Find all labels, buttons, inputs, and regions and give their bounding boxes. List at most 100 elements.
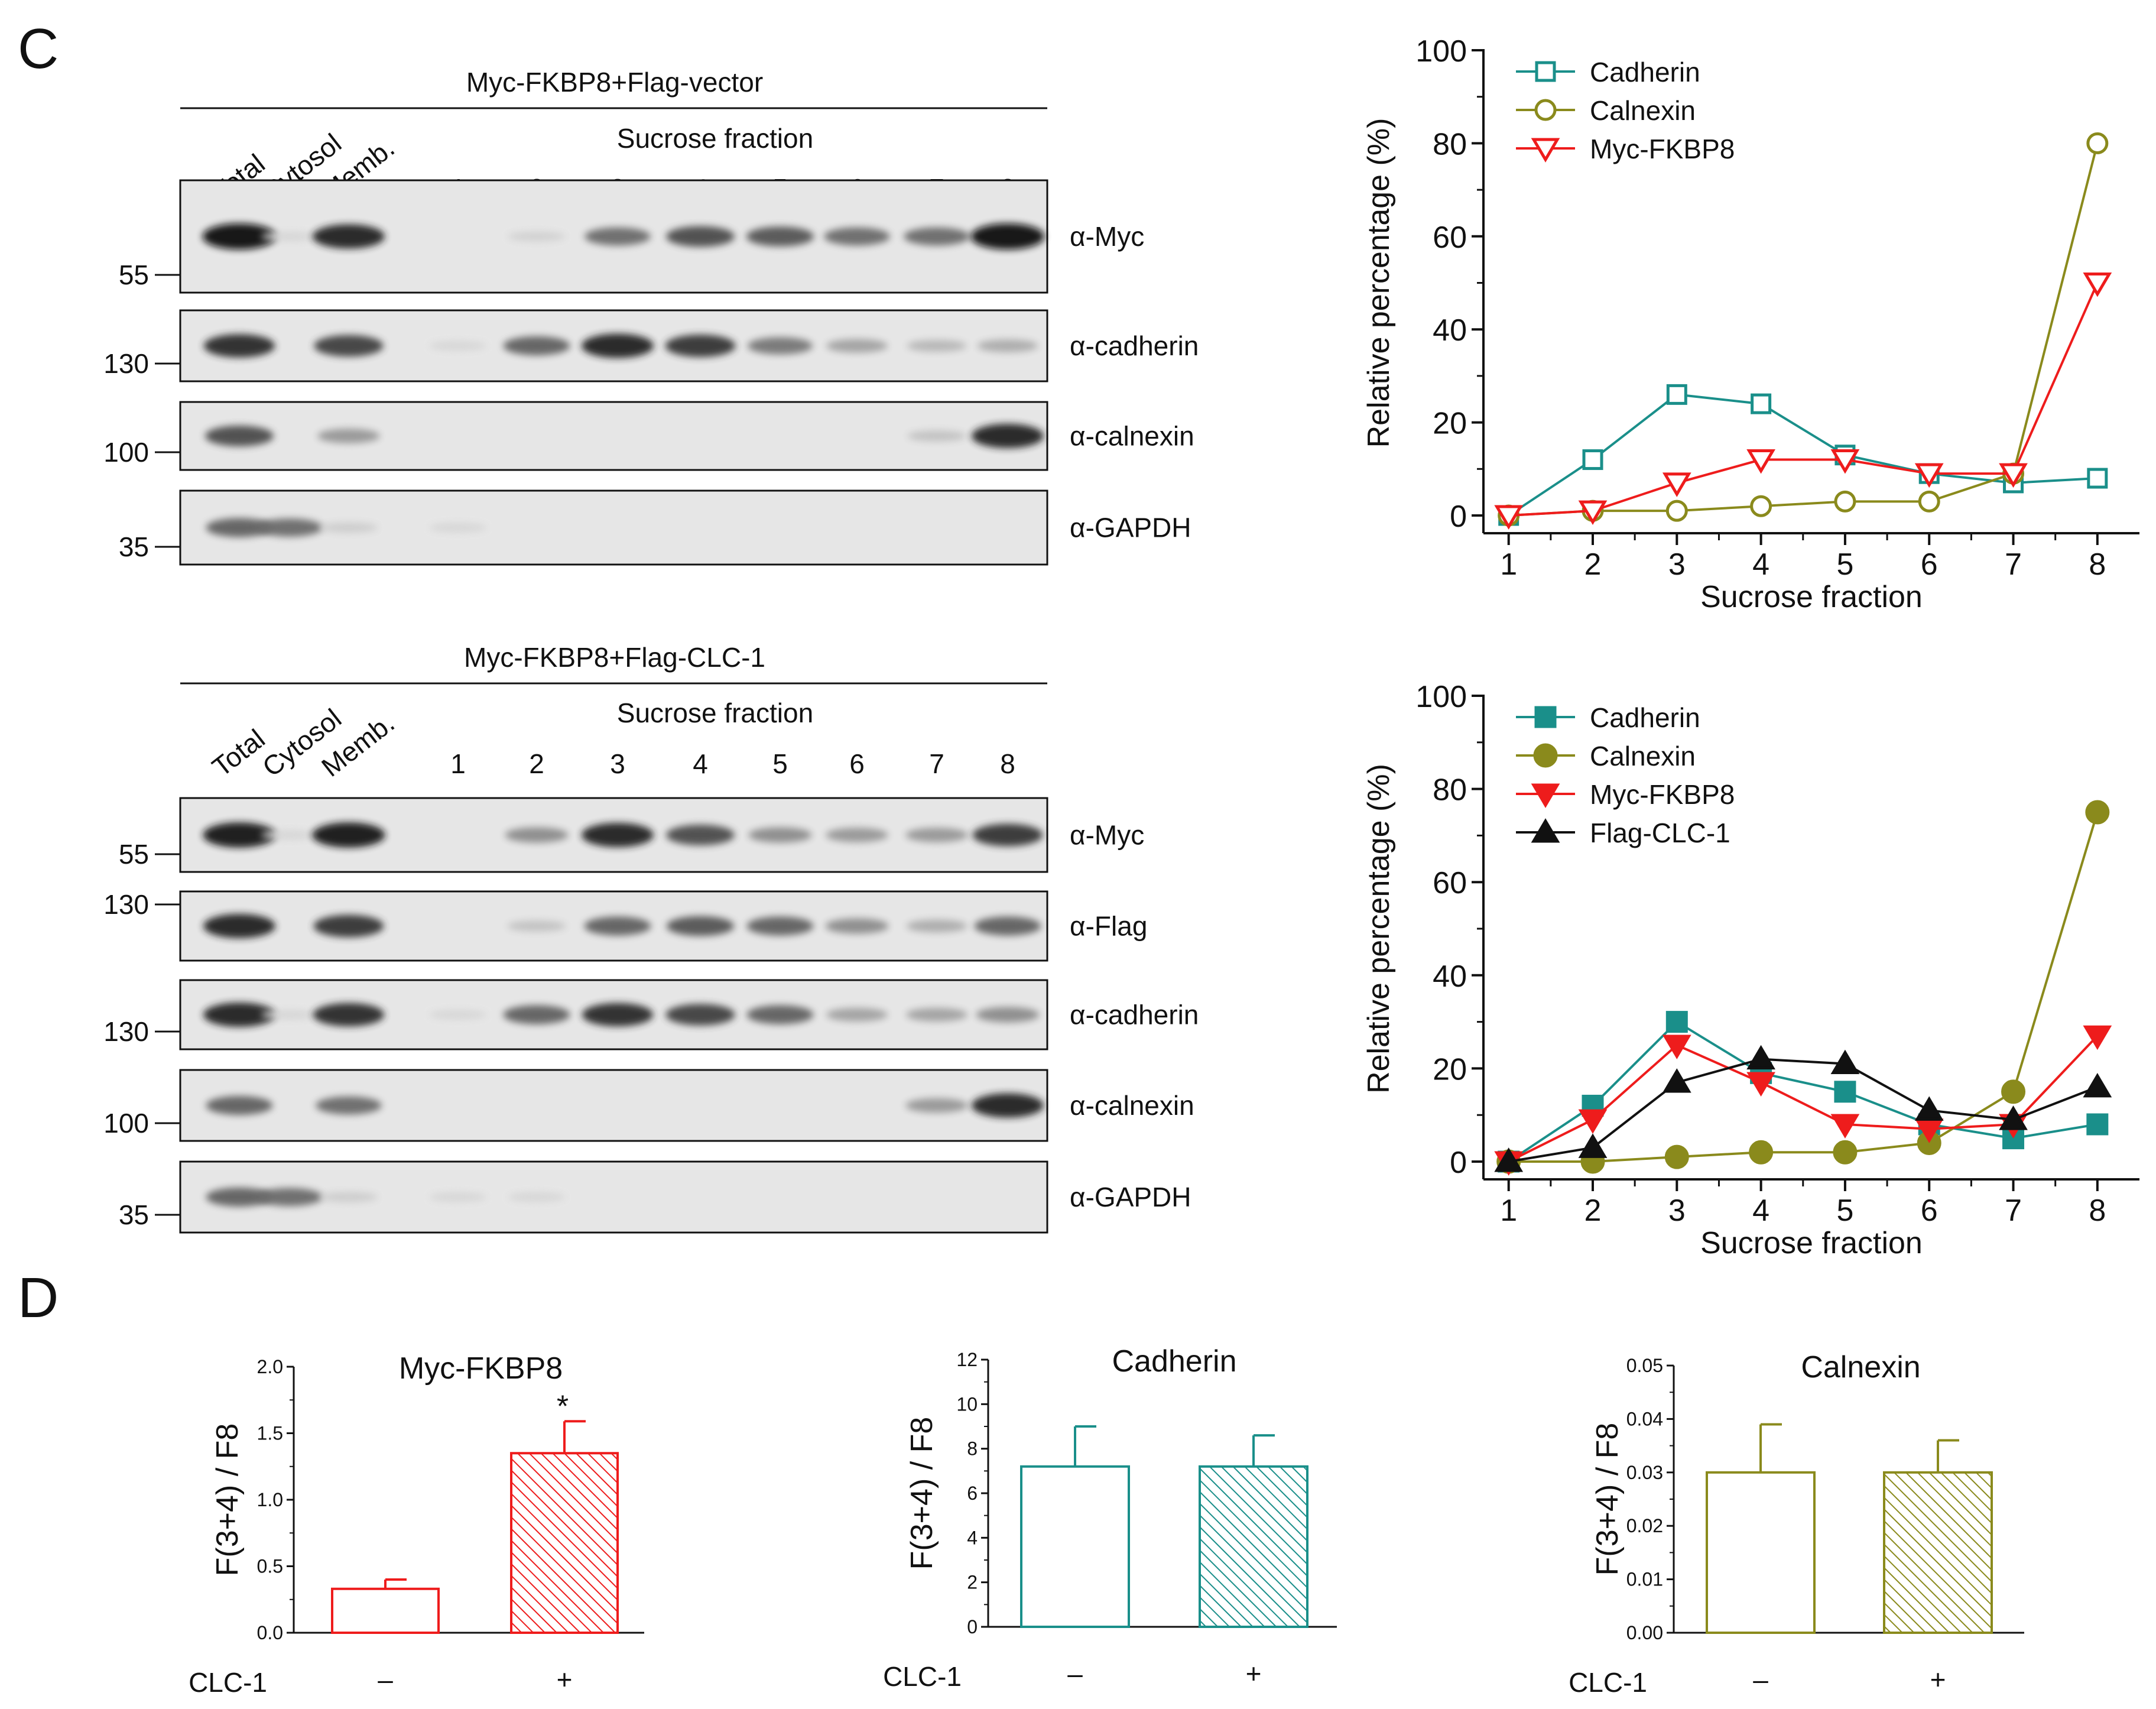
- blot-band: [826, 828, 888, 842]
- blot-band: [582, 1003, 654, 1027]
- blot-band: [582, 823, 654, 847]
- lane-label: 4: [693, 748, 708, 779]
- blot-band: [316, 1096, 382, 1115]
- blot-band: [906, 919, 967, 933]
- y-tick-label: 0.02: [1626, 1515, 1663, 1536]
- y-axis-title: Relative percentage (%): [1362, 764, 1396, 1094]
- blot-band: [205, 426, 274, 446]
- blot-band: [907, 340, 967, 352]
- lane-label: 3: [610, 748, 625, 779]
- y-axis-title: F(3+4) / F8: [905, 1417, 939, 1570]
- series-line: [1508, 282, 2099, 517]
- y-tick-label: 4: [967, 1527, 978, 1548]
- data-point: [1751, 393, 1772, 414]
- data-point: [1834, 1081, 1856, 1103]
- legend-label: Myc-FKBP8: [1590, 134, 1735, 164]
- data-point: [2086, 132, 2109, 154]
- blot-band: [584, 916, 651, 936]
- blot-band: [974, 916, 1041, 936]
- blot-band: [206, 1188, 273, 1207]
- y-tick-label: 10: [956, 1393, 978, 1415]
- y-tick-label: 100: [1415, 34, 1467, 69]
- x-tick-label: 8: [2089, 1194, 2106, 1228]
- blot-band: [582, 333, 654, 358]
- data-point: [2001, 1079, 2026, 1104]
- legend-marker: [1533, 743, 1558, 768]
- y-tick-label: 2.0: [257, 1356, 283, 1377]
- blot-band: [746, 916, 814, 936]
- mw-marker-label: 55: [119, 260, 149, 290]
- mw-marker-label: 55: [119, 839, 149, 870]
- panel-letter-c: C: [18, 17, 59, 80]
- data-point: [1830, 1049, 1860, 1075]
- blot-strip: α-GAPDH 35: [119, 1160, 1191, 1234]
- blot-strip: α-Flag 130: [103, 889, 1147, 962]
- blot-band: [313, 915, 384, 938]
- lane-label: 2: [529, 748, 544, 779]
- y-tick-label: 8: [967, 1438, 978, 1460]
- legend-label: Cadherin: [1590, 702, 1700, 733]
- y-tick-label: 0: [1450, 1146, 1467, 1180]
- y-axis-title: F(3+4) / F8: [210, 1423, 245, 1577]
- data-point: [1830, 449, 1860, 474]
- blot-band: [748, 827, 812, 843]
- blot-band: [824, 227, 890, 246]
- lane-label: 6: [849, 748, 865, 779]
- blot-strip: α-Myc 55: [119, 797, 1144, 873]
- x-tick-label: 5: [1836, 547, 1853, 582]
- data-point: [1662, 472, 1691, 497]
- data-point: [1834, 490, 1856, 513]
- x-tick-label: 7: [2005, 547, 2022, 582]
- y-tick-label: 2: [967, 1572, 978, 1593]
- data-point: [1665, 1011, 1688, 1033]
- bar: [1199, 1465, 1308, 1629]
- blot-band: [825, 918, 889, 934]
- antibody-label: α-GAPDH: [1070, 513, 1191, 543]
- y-tick-label: 0.5: [257, 1556, 283, 1577]
- mw-marker-label: 130: [103, 1016, 149, 1047]
- blot-band: [508, 1192, 566, 1202]
- y-tick-label: 80: [1433, 127, 1467, 161]
- category-label: +: [1246, 1658, 1262, 1689]
- lane-label: Total: [206, 723, 271, 783]
- blot-band: [206, 518, 273, 537]
- data-point: [2083, 1072, 2112, 1098]
- category-label: –: [1067, 1658, 1083, 1689]
- series-line: [1508, 1020, 2098, 1163]
- blot-band: [203, 914, 275, 938]
- legend-label: Cadherin: [1590, 57, 1700, 87]
- y-tick-label: 0.0: [257, 1622, 283, 1643]
- x-axis-title: Sucrose fraction: [1700, 1226, 1923, 1260]
- lane-label: 5: [772, 748, 788, 779]
- blot-strip: α-calnexin 100: [103, 1069, 1194, 1142]
- bar-chart-calnexin: 0.00 0.01 0.02 0.03 0.04 0.05 Calnexin F(3+4) /…: [1569, 1350, 2024, 1698]
- x-axis-title: CLC-1: [1569, 1667, 1647, 1698]
- blot-band: [312, 822, 385, 848]
- bar: [331, 1587, 440, 1634]
- data-point: [1666, 384, 1687, 405]
- blot-band: [317, 429, 380, 443]
- blot-band: [203, 334, 275, 358]
- y-axis-title: F(3+4) / F8: [1590, 1423, 1625, 1576]
- x-tick-label: 6: [1921, 547, 1938, 582]
- y-tick-label: 100: [1415, 680, 1467, 714]
- data-point: [1662, 1035, 1691, 1059]
- bar: [510, 1452, 619, 1634]
- data-point: [1664, 1144, 1689, 1169]
- blot-band: [320, 523, 378, 533]
- legend-marker: [1534, 99, 1557, 121]
- panel-letter-d: D: [18, 1266, 59, 1329]
- blot-band: [977, 339, 1038, 352]
- blot-band: [666, 916, 735, 936]
- blot-band: [972, 823, 1043, 847]
- chart-title: Myc-FKBP8: [399, 1351, 563, 1386]
- blot-band: [202, 223, 277, 249]
- x-tick-label: 4: [1752, 547, 1769, 582]
- data-point: [1494, 505, 1524, 530]
- data-point: [1999, 463, 2028, 488]
- mw-marker-label: 35: [119, 531, 149, 562]
- y-tick-label: 0.04: [1626, 1408, 1663, 1429]
- x-tick-label: 7: [2005, 1194, 2022, 1228]
- data-point: [1914, 463, 1944, 488]
- antibody-label: α-Flag: [1070, 911, 1147, 942]
